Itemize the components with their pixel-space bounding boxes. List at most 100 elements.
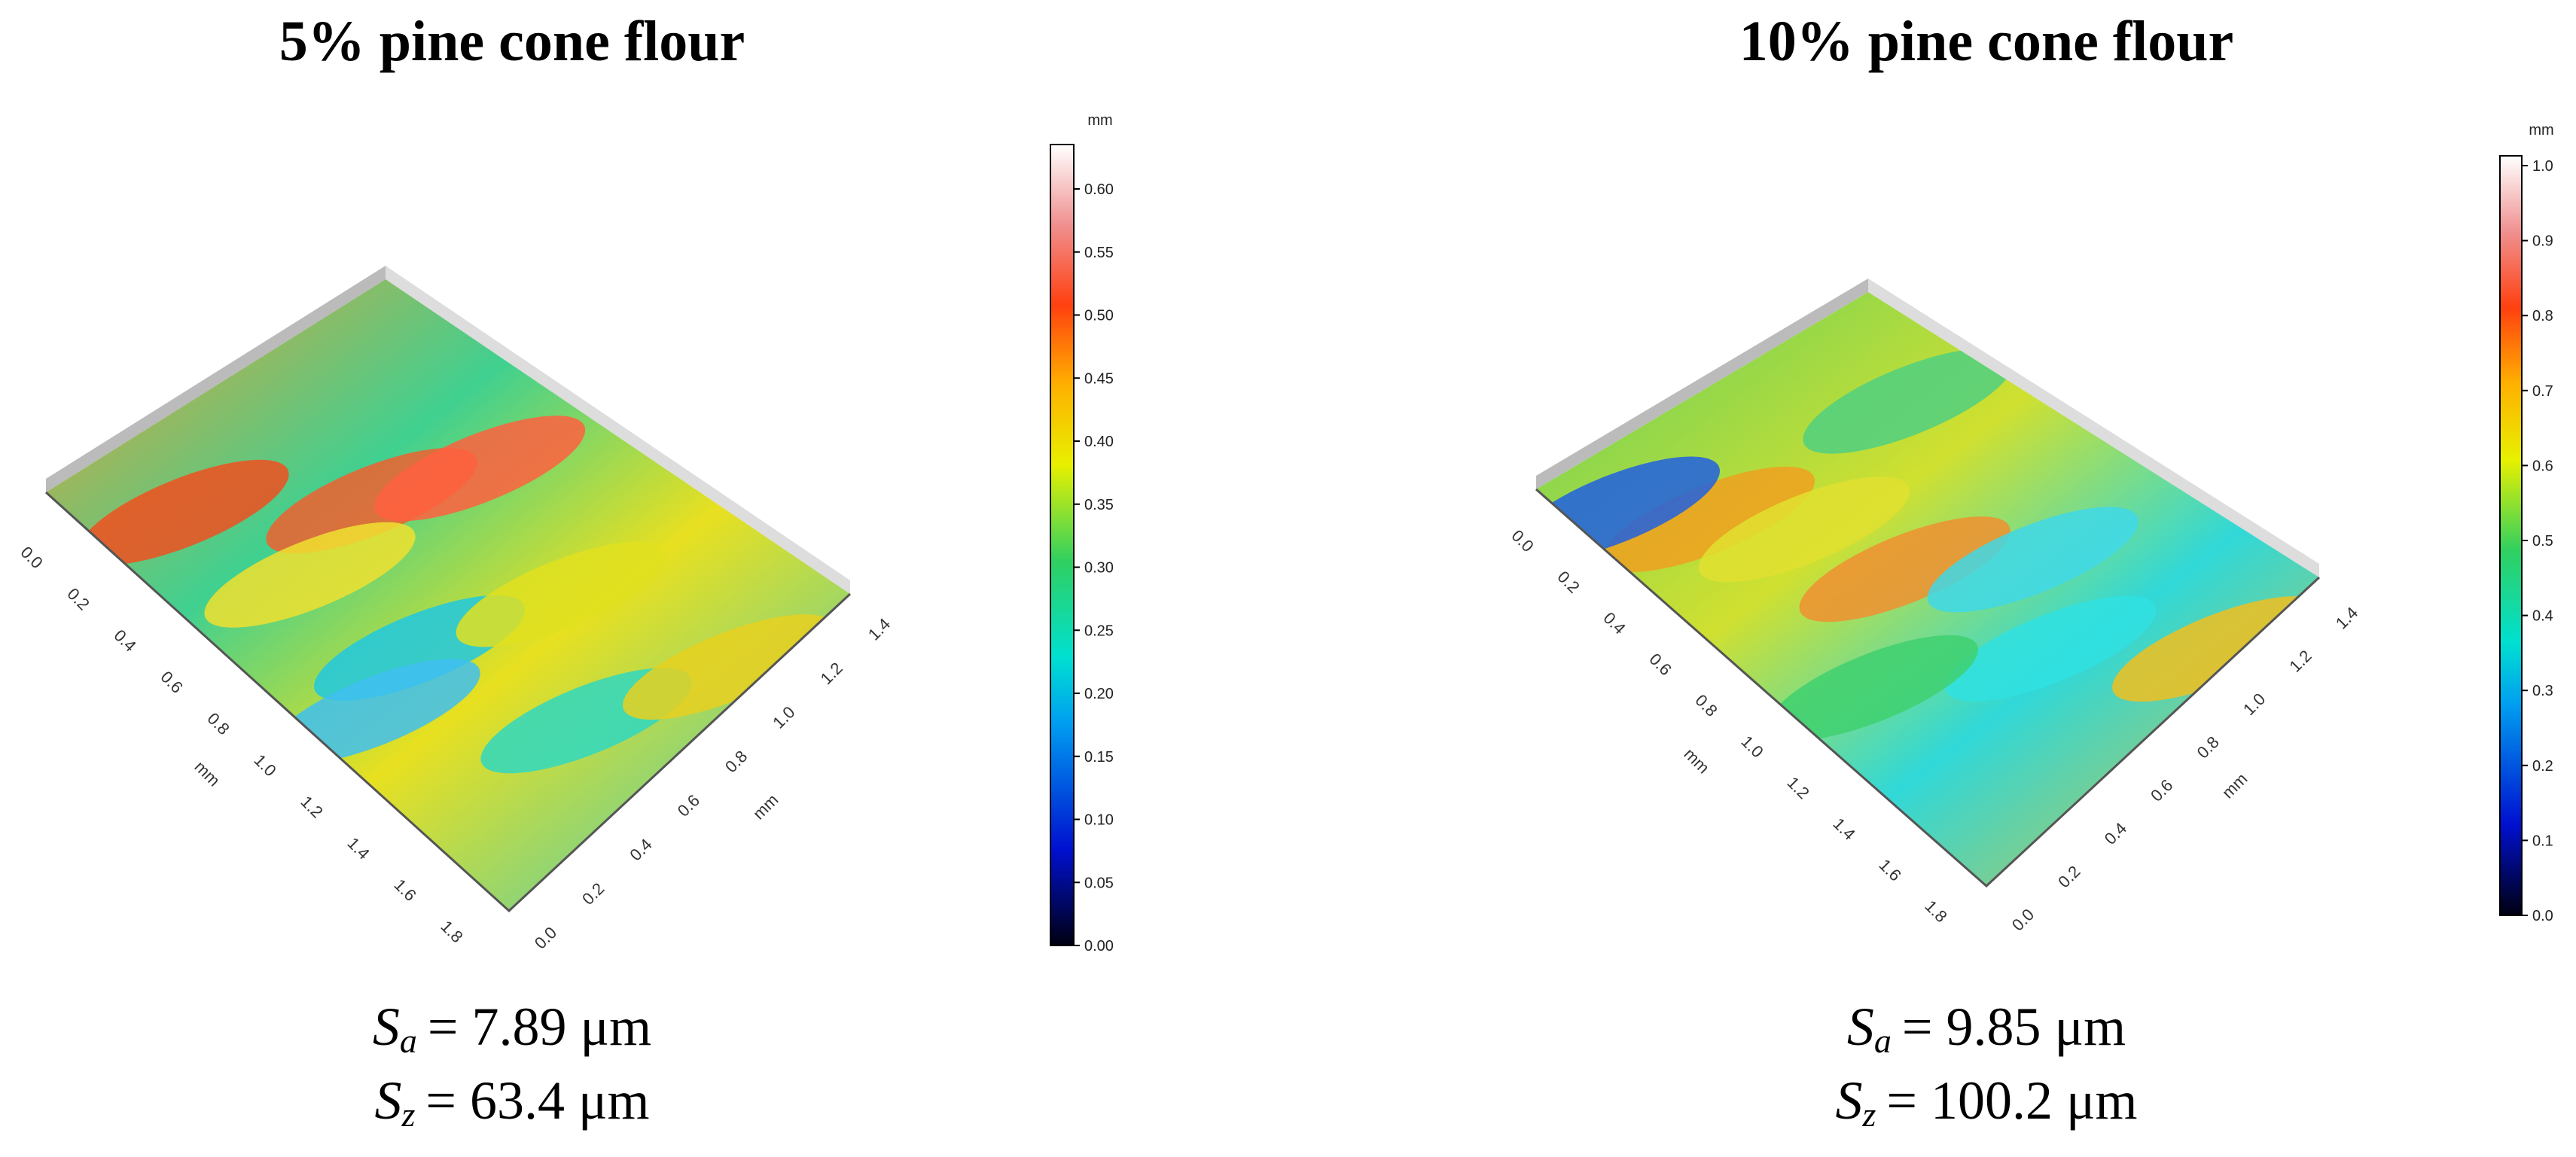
colorbar-tick-label: 0.55 — [1084, 245, 1114, 261]
colorbar-tick-label: 0.5 — [2532, 533, 2553, 550]
colorbar-tick-label: 0.45 — [1084, 370, 1114, 387]
surface-patch — [1927, 507, 2139, 613]
x-tick-label: 0.2 — [63, 584, 93, 614]
panel-title: 5% pine cone flour — [279, 10, 745, 73]
x-tick-label: 0.2 — [1553, 568, 1583, 597]
x-tick-label: 1.4 — [1829, 814, 1858, 844]
surface-wall — [46, 266, 386, 492]
parameter-value: = 63.4 μm — [425, 1070, 649, 1131]
y-tick-label: 0.2 — [578, 879, 608, 909]
panel: 10% pine cone flour 0.0 0.2 0.4 0.6 0.8 1.0 1.2… — [1507, 10, 2553, 1134]
y-axis-label: mm — [749, 790, 782, 824]
x-tick-label: 1.6 — [390, 875, 419, 905]
parameter-symbol: S — [1835, 1070, 1862, 1131]
parameter-symbol: S — [373, 997, 400, 1057]
colorbar-tick-label: 0.15 — [1084, 749, 1114, 766]
y-tick-label: 0.0 — [531, 923, 560, 952]
x-tick-label: 0.6 — [157, 668, 186, 697]
y-tick-label: 0.0 — [2008, 905, 2038, 934]
surface-wall — [386, 266, 850, 594]
x-tick-label: 1.2 — [297, 792, 326, 821]
colorbar — [1050, 144, 1075, 946]
x-axis-label: mm — [1680, 744, 1713, 778]
colorbar-tick-label: 0.7 — [2532, 383, 2553, 400]
colorbar-tick-label: 0.9 — [2532, 233, 2553, 250]
colorbar-tick-label: 0.05 — [1084, 875, 1114, 891]
surface-patch — [373, 416, 586, 522]
surface-wall — [1868, 279, 2319, 577]
surface-patch — [456, 541, 667, 647]
colorbar-tick-label: 0.30 — [1084, 560, 1114, 577]
surface-patch — [204, 522, 416, 628]
roughness-parameter: Sa = 9.85 μm — [1847, 997, 2126, 1060]
x-tick-label: 1.0 — [250, 751, 279, 780]
panel-title: 10% pine cone flour — [1739, 10, 2234, 73]
x-tick-label: 0.0 — [17, 543, 46, 572]
x-tick-label: 1.6 — [1875, 855, 1904, 884]
surface-texture — [78, 416, 834, 774]
panel: 5% pine cone flour 0.0 0.2 0.4 0.6 0.8 1.0 1.2 1… — [17, 10, 1113, 1134]
surface-patch — [78, 459, 289, 565]
colorbar-tick-label: 0.25 — [1084, 623, 1114, 639]
y-tick-label: 0.4 — [626, 835, 655, 864]
y-tick-label: 1.0 — [2239, 690, 2269, 719]
colorbar-tick-label: 0.1 — [2532, 833, 2553, 849]
y-tick-label: 0.8 — [721, 747, 751, 776]
y-tick-label: 0.2 — [2054, 862, 2084, 891]
surface-patch — [269, 659, 480, 765]
x-tick-label: 1.4 — [343, 833, 373, 863]
surface-edge — [44, 491, 852, 913]
y-tick-label: 0.8 — [2193, 732, 2223, 762]
x-tick-label: 1.8 — [437, 917, 466, 946]
parameter-subscript: a — [1874, 1022, 1892, 1060]
colorbar-tick-label: 0.8 — [2532, 308, 2553, 324]
colorbar-tick-label: 0.35 — [1084, 497, 1114, 513]
surface-patch — [1945, 595, 2157, 702]
parameter-value: = 9.85 μm — [1902, 997, 2126, 1057]
x-tick-label: 1.8 — [1921, 897, 1950, 926]
colorbar-tick-label: 0.6 — [2532, 458, 2553, 474]
x-tick-label: 0.0 — [1507, 526, 1537, 556]
surface-patch — [1767, 635, 1979, 741]
surface-texture — [1536, 348, 2319, 741]
colorbar-unit: mm — [2529, 122, 2553, 139]
surface-patch — [1698, 477, 1910, 583]
colorbar-tick-label: 0.20 — [1084, 686, 1114, 702]
y-tick-label: 1.4 — [864, 614, 894, 644]
x-tick-label: 0.8 — [1691, 691, 1721, 720]
y-tick-label: 1.2 — [2285, 647, 2315, 676]
colorbar-tick-label: 0.10 — [1084, 812, 1114, 829]
x-tick-label: 1.2 — [1783, 773, 1812, 802]
parameter-symbol: S — [374, 1070, 401, 1131]
surface — [46, 279, 850, 911]
x-tick-label: 0.4 — [110, 626, 139, 655]
surface-patch — [1803, 348, 2014, 454]
y-tick-label: 1.2 — [817, 659, 846, 688]
colorbar-tick-label: 0.0 — [2532, 908, 2553, 924]
colorbar-tick-label: 0.3 — [2532, 683, 2553, 699]
x-tick-label: 1.0 — [1737, 732, 1767, 761]
y-tick-label: 0.6 — [674, 791, 703, 821]
colorbar-tick-label: 0.00 — [1084, 938, 1114, 955]
x-tick-label: 0.8 — [203, 709, 233, 738]
surface-patch — [1603, 466, 1815, 572]
y-tick-label: 0.6 — [2147, 775, 2176, 805]
y-tick-label: 1.4 — [2332, 603, 2361, 632]
colorbar-tick-label: 0.4 — [2532, 608, 2553, 625]
colorbar-unit: mm — [1087, 112, 1112, 129]
parameter-value: = 100.2 μm — [1886, 1070, 2137, 1131]
colorbar-tick-label: 0.2 — [2532, 758, 2553, 775]
x-tick-label: 0.6 — [1645, 650, 1675, 679]
y-axis-label: mm — [2218, 769, 2251, 802]
roughness-parameter: Sz = 100.2 μm — [1835, 1070, 2137, 1134]
parameter-subscript: z — [1861, 1095, 1876, 1134]
parameter-symbol: S — [1847, 997, 1874, 1057]
colorbar-tick-label: 1.0 — [2532, 158, 2553, 175]
parameter-value: = 7.89 μm — [428, 997, 651, 1057]
surface-patch — [1799, 516, 2010, 623]
roughness-parameter: Sa = 7.89 μm — [373, 997, 651, 1060]
colorbar-tick-label: 0.40 — [1084, 434, 1114, 450]
colorbar-tick-label: 0.50 — [1084, 308, 1114, 324]
roughness-parameter: Sz = 63.4 μm — [374, 1070, 649, 1134]
